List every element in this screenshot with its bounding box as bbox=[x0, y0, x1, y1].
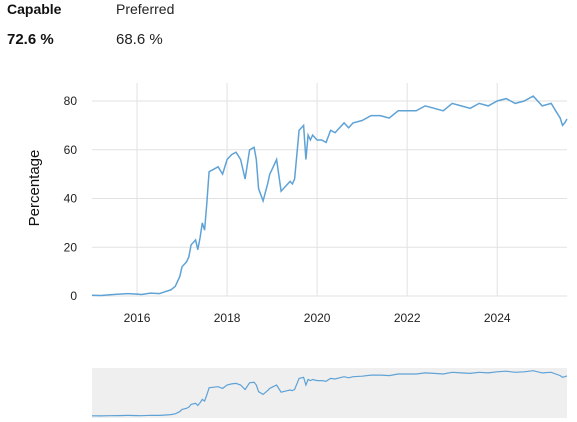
y-axis-ticks: 0 20 40 60 80 bbox=[64, 94, 78, 303]
x-tick-label: 2016 bbox=[124, 311, 151, 325]
y-tick-label: 20 bbox=[64, 240, 78, 254]
capable-value: 72.6 % bbox=[7, 31, 54, 48]
horizontal-gridlines bbox=[92, 100, 567, 297]
navigator[interactable] bbox=[91, 368, 568, 418]
vertical-gridlines bbox=[136, 83, 498, 296]
preferred-stat: Preferred 68.6 % bbox=[116, 0, 175, 48]
y-tick-label: 0 bbox=[70, 289, 77, 303]
x-tick-label: 2018 bbox=[214, 311, 241, 325]
capable-stat: Capable 72.6 % bbox=[7, 0, 62, 48]
preferred-value: 68.6 % bbox=[116, 31, 163, 48]
x-tick-label: 2020 bbox=[304, 311, 331, 325]
x-axis-ticks: 2016 2018 2020 2022 2024 bbox=[124, 311, 511, 325]
x-tick-label: 2024 bbox=[484, 311, 511, 325]
navigator-selection[interactable] bbox=[92, 368, 567, 418]
series-line bbox=[91, 95, 568, 297]
x-tick-label: 2022 bbox=[394, 311, 421, 325]
y-tick-label: 40 bbox=[64, 192, 78, 206]
y-tick-label: 80 bbox=[64, 94, 78, 108]
capable-label: Capable bbox=[7, 1, 62, 17]
plot-area: 0 20 40 60 80 2016 2018 2020 2022 2024 Percentag… bbox=[26, 83, 568, 325]
y-axis-label: Percentage bbox=[26, 150, 43, 227]
y-tick-label: 60 bbox=[64, 143, 78, 157]
preferred-label: Preferred bbox=[116, 1, 175, 17]
navigator-series-line bbox=[91, 370, 568, 417]
summary-stats: Capable 72.6 % Preferred 68.6 % bbox=[0, 0, 577, 60]
